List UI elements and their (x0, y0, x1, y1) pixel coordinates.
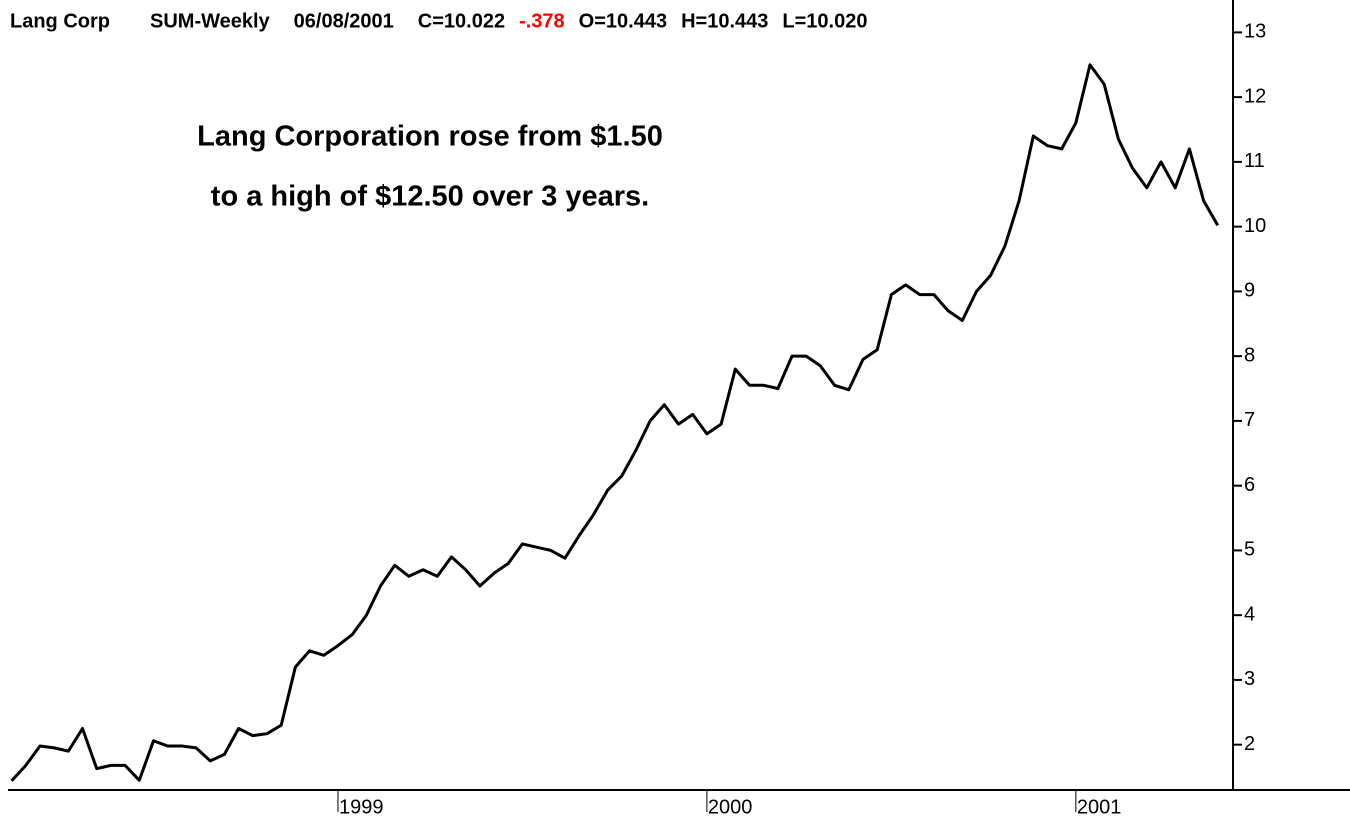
header-field: O=10.443 (579, 10, 667, 32)
annotation: to a high of $12.50 over 3 years. (211, 181, 649, 213)
y-tick-label: 13 (1244, 21, 1266, 43)
price-line (10, 63, 1220, 782)
x-tick-label: 2000 (708, 796, 753, 818)
y-tick-label: 4 (1244, 603, 1255, 625)
y-tick-label: 6 (1244, 474, 1255, 496)
x-tick-label: 2001 (1077, 796, 1122, 818)
y-tick-label: 8 (1244, 344, 1255, 366)
header-field: 06/08/2001 (294, 10, 394, 32)
x-tick-label: 1999 (339, 796, 384, 818)
header-field: C=10.022 (418, 10, 505, 32)
y-tick-label: 3 (1244, 668, 1255, 690)
y-tick-label: 5 (1244, 539, 1255, 561)
chart-title: Lang Corp (10, 10, 110, 32)
annotation: Lang Corporation rose from $1.50 (197, 121, 663, 153)
y-tick-label: 9 (1244, 280, 1255, 302)
y-tick-label: 11 (1244, 150, 1265, 172)
header-field: -.378 (519, 10, 565, 32)
y-tick-label: 10 (1244, 215, 1266, 237)
header-field: SUM-Weekly (150, 10, 271, 32)
header-field: L=10.020 (782, 10, 867, 32)
y-tick-label: 12 (1244, 85, 1266, 107)
y-tick-label: 7 (1244, 409, 1255, 431)
y-tick-label: 2 (1244, 733, 1255, 755)
header-field: H=10.443 (681, 10, 768, 32)
